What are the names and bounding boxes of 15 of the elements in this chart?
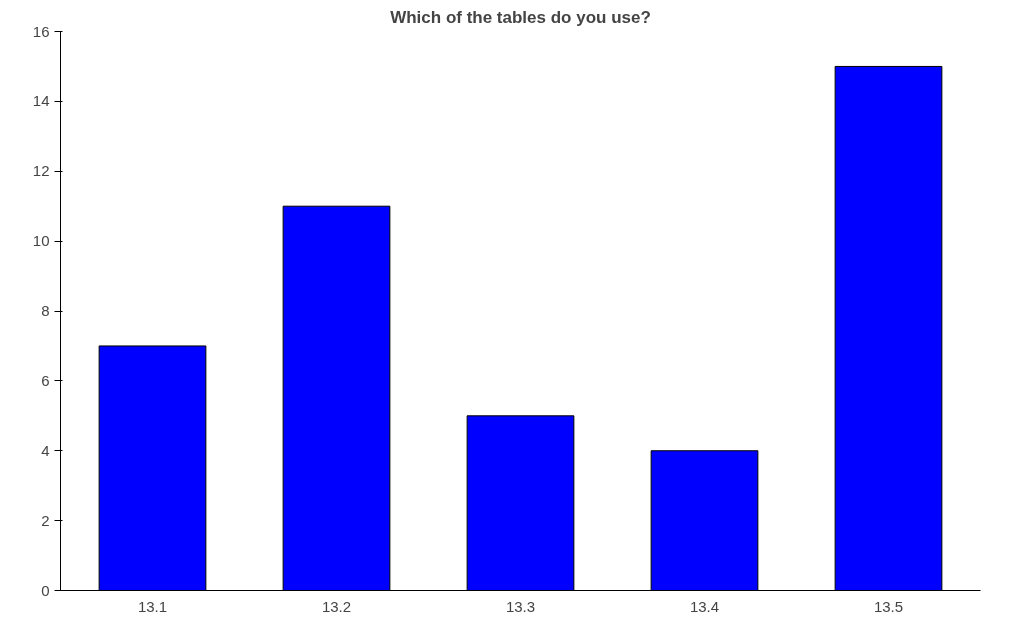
chart-title: Which of the tables do you use?	[390, 7, 651, 27]
x-tick-label: 13.1	[137, 597, 168, 615]
y-tick-label: 0	[41, 581, 50, 599]
y-tick-label: 14	[32, 92, 50, 110]
x-tick-label: 13.2	[321, 597, 352, 615]
y-tick-label: 12	[32, 162, 50, 180]
y-tick-label: 4	[41, 441, 50, 459]
x-tick-label: 13.5	[873, 597, 904, 615]
y-tick-label: 10	[32, 232, 50, 250]
y-tick-label: 2	[41, 511, 50, 529]
y-tick-label: 16	[32, 22, 50, 40]
y-tick-label: 6	[41, 371, 50, 389]
y-tick-label: 8	[41, 302, 50, 319]
x-tick-label: 13.3	[505, 597, 536, 615]
x-tick-label: 13.4	[689, 597, 720, 615]
